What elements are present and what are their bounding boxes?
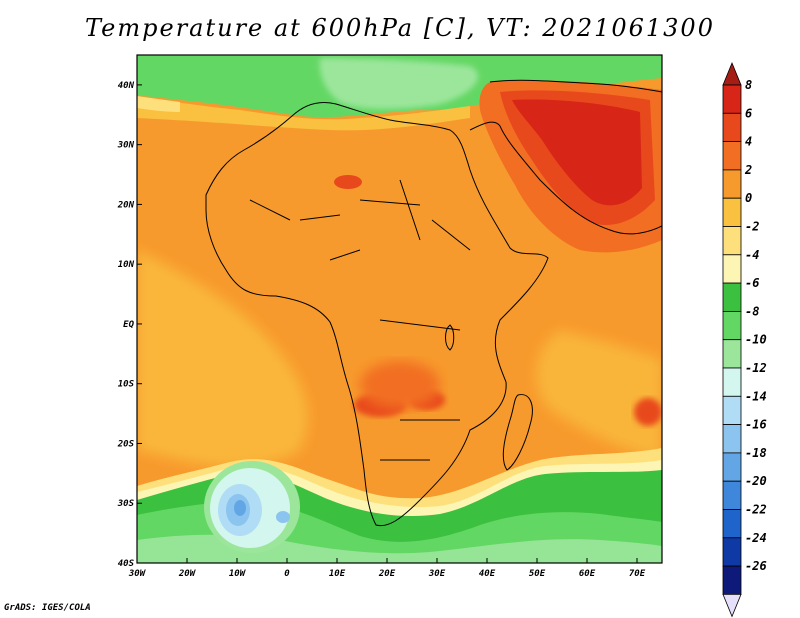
colorbar-label: -8 [745,304,759,318]
lat-tick-label: 10S [118,380,135,390]
lon-tick-label: 60E [579,569,596,579]
colorbar-label: -4 [745,248,759,262]
lon-tick-label: 10W [229,569,247,579]
colorbar-label: 2 [744,163,752,177]
lon-tick-label: 20W [178,569,197,579]
colorbar-label: 0 [745,191,752,205]
lon-tick-label: 70E [629,569,646,579]
lon-tick-label: 50E [529,569,546,579]
colorbar-swatch [722,310,742,341]
map-axes: 30W 20W 10W 0 10E 20E 30E 40E 50E 60E 70E 40N 30N 20N… [117,81,646,579]
colorbar-swatch [722,452,742,482]
lat-tick-label: EQ [123,320,134,330]
colorbar-swatch [722,339,742,369]
lat-tick-label: 20S [117,439,135,449]
colorbar-label: -20 [745,474,767,488]
colorbar-bottom-arrow [722,594,742,618]
lat-tick-label: 30S [117,499,135,509]
lat-tick-label: 30N [117,141,135,151]
colorbar-swatch [722,84,742,114]
lat-tick-label: 10N [118,260,135,270]
colorbar-swatch [722,367,742,397]
coastlines [205,79,662,527]
lon-tick-label: 20E [378,569,396,579]
colorbar-swatch [722,254,742,284]
colorbar-label: -16 [745,418,767,432]
colorbar-swatch [722,169,742,199]
colorbar-label: 6 [745,106,752,120]
colorbar-label: -6 [745,276,759,290]
lon-tick-label: 10E [329,569,346,579]
colorbar-top-arrow [722,61,742,86]
lon-tick-label: 30W [128,569,147,579]
lon-tick-label: 0 [284,569,290,579]
colorbar-swatch [722,509,742,539]
colorbar-label: -2 [745,220,759,234]
colorbar-label: -22 [745,503,767,517]
colorbar-swatch [722,537,742,567]
credit-text: GrADS: IGES/COLA [4,603,91,613]
colorbar-label: -10 [745,333,767,347]
colorbar-label: -18 [745,446,767,460]
colorbar-swatch [722,565,742,595]
colorbar-label: 4 [745,135,752,149]
colorbar-swatch [722,480,742,510]
colorbar-label: -12 [745,361,767,375]
colorbar-swatch [722,424,742,454]
lat-tick-label: 40N [118,81,135,91]
colorbar-label: -26 [745,559,767,573]
lon-tick-label: 40E [479,569,496,579]
lat-tick-label: 20N [117,200,135,210]
colorbar-label: 8 [745,78,752,92]
colorbar-swatch [722,197,742,227]
colorbar-label: -14 [745,389,767,403]
map-title: Temperature at 600hPa [C], VT: 202106130… [85,14,715,42]
lat-tick-label: 40S [118,559,135,569]
colorbar: 8 6 4 2 0 -2 -4 -6 -8 -10 -12 -14 -16 -18 -20 -22 -24 -26 [722,61,767,618]
colorbar-swatch [722,282,742,312]
colorbar-swatch [722,141,742,171]
colorbar-label: -24 [745,531,767,545]
lon-tick-label: 30E [428,569,446,579]
colorbar-swatch [722,395,742,425]
colorbar-swatch [722,112,742,143]
colorbar-swatch [722,226,742,256]
map-frame [136,54,663,564]
temperature-field [137,55,662,563]
